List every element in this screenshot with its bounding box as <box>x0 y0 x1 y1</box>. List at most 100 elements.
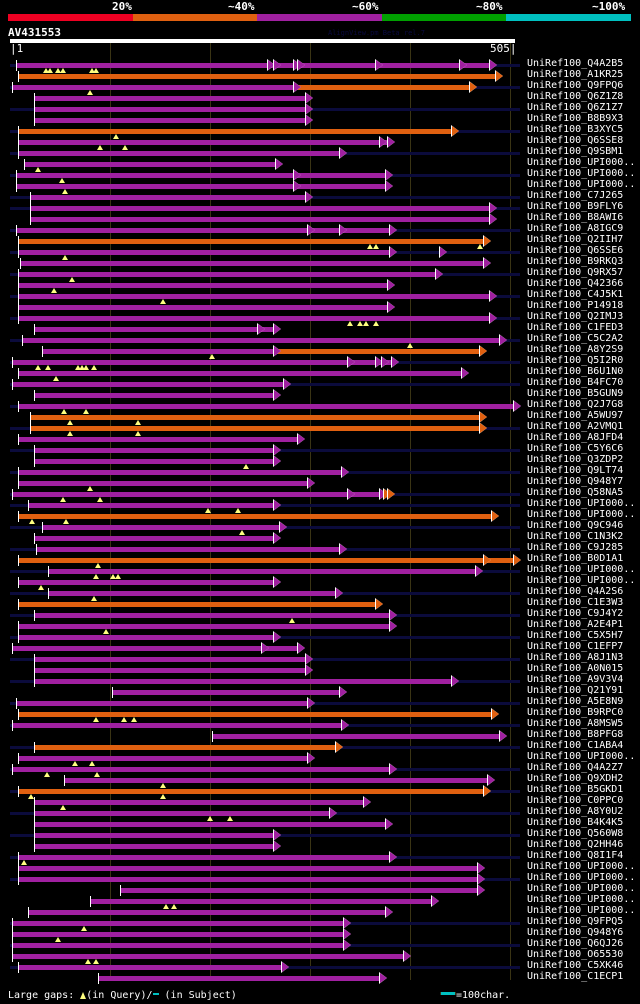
alignment-bar[interactable] <box>18 239 484 244</box>
alignment-bar[interactable] <box>12 921 344 926</box>
alignment-bar[interactable] <box>34 800 364 805</box>
alignment-bar[interactable] <box>18 756 308 761</box>
alignment-bar[interactable] <box>18 965 282 970</box>
hit-label[interactable]: UniRef100_A8IGC9 <box>527 223 624 234</box>
alignment-bar-segment[interactable] <box>298 85 470 90</box>
hit-label[interactable]: UniRef100_A8J1N3 <box>527 652 624 663</box>
hit-row[interactable]: UniRef100_C7J265 <box>0 190 640 203</box>
hit-row[interactable]: UniRef100_A9V3V4 <box>0 674 640 687</box>
alignment-bar[interactable] <box>18 514 492 519</box>
hit-row[interactable]: UniRef100_O65530 <box>0 949 640 964</box>
alignment-bar[interactable] <box>34 459 274 464</box>
hit-row[interactable]: UniRef100_A8IGC9 <box>0 223 640 236</box>
alignment-bar[interactable] <box>12 767 390 772</box>
hit-row[interactable]: UniRef100_B8PFG8 <box>0 729 640 742</box>
alignment-bar[interactable] <box>30 415 480 420</box>
alignment-bar[interactable] <box>34 448 274 453</box>
hit-label[interactable]: UniRef100_A2E4P1 <box>527 619 624 630</box>
hit-row[interactable]: UniRef100_Q2HH46 <box>0 839 640 852</box>
hit-row[interactable]: UniRef100_UPI000.. <box>0 861 640 874</box>
hit-label[interactable]: UniRef100_UPI000.. <box>527 905 636 916</box>
alignment-bar[interactable] <box>34 657 306 662</box>
alignment-bar[interactable] <box>18 151 340 156</box>
alignment-bar[interactable] <box>18 140 388 145</box>
hit-row[interactable]: UniRef100_C0PPC0 <box>0 795 640 810</box>
hit-row[interactable]: UniRef100_Q948Y6 <box>0 927 640 942</box>
hit-label[interactable]: UniRef100_Q21Y91 <box>527 685 624 696</box>
hit-label[interactable]: UniRef100_A1KR25 <box>527 69 624 80</box>
hit-label[interactable]: UniRef100_UPI000.. <box>527 883 636 894</box>
hit-label[interactable]: UniRef100_B9RPC0 <box>527 707 624 718</box>
hit-row[interactable]: UniRef100_A2VMQ1 <box>0 421 640 436</box>
hit-row[interactable]: UniRef100_UPI000.. <box>0 498 640 513</box>
hit-row[interactable]: UniRef100_A8Y0U2 <box>0 806 640 821</box>
alignment-bar[interactable] <box>18 470 342 475</box>
hit-label[interactable]: UniRef100_Q4A2B5 <box>527 58 624 69</box>
hit-label[interactable]: UniRef100_C1EFP7 <box>527 641 624 652</box>
hit-row[interactable]: UniRef100_B9RKQ3 <box>0 256 640 269</box>
alignment-bar[interactable] <box>12 954 404 959</box>
alignment-bar[interactable] <box>12 932 344 937</box>
alignment-bar[interactable] <box>18 305 388 310</box>
hit-label[interactable]: UniRef100_Q9RX57 <box>527 267 624 278</box>
hit-row[interactable]: UniRef100_Q2IMJ3 <box>0 311 640 326</box>
hit-label[interactable]: UniRef100_Q6Z1Z7 <box>527 102 624 113</box>
hit-row[interactable]: UniRef100_Q4A2Z7 <box>0 762 640 777</box>
hit-label[interactable]: UniRef100_Q9LT74 <box>527 465 624 476</box>
alignment-bar[interactable] <box>34 393 274 398</box>
alignment-bar[interactable] <box>12 492 388 497</box>
alignment-bar[interactable] <box>16 63 490 68</box>
alignment-bar[interactable] <box>34 822 386 827</box>
hit-label[interactable]: UniRef100_Q9FPQ6 <box>527 80 624 91</box>
alignment-bar[interactable] <box>36 547 340 552</box>
alignment-bar[interactable] <box>30 206 490 211</box>
alignment-bar[interactable] <box>34 536 274 541</box>
hit-row[interactable]: UniRef100_UPI000.. <box>0 905 640 918</box>
alignment-bar[interactable] <box>120 888 478 893</box>
hit-row[interactable]: UniRef100_A2E4P1 <box>0 619 640 634</box>
hit-row[interactable]: UniRef100_UPI000.. <box>0 179 640 194</box>
hit-row[interactable]: UniRef100_UPI000.. <box>0 894 640 909</box>
hit-label[interactable]: UniRef100_UPI000.. <box>527 168 636 179</box>
alignment-bar[interactable] <box>48 569 476 574</box>
hit-row[interactable]: UniRef100_C5XK46 <box>0 960 640 973</box>
hit-label[interactable]: UniRef100_A2VMQ1 <box>527 421 624 432</box>
hit-label[interactable]: UniRef100_Q560W8 <box>527 828 624 839</box>
hit-label[interactable]: UniRef100_UPI000.. <box>527 575 636 586</box>
alignment-bar[interactable] <box>34 833 274 838</box>
alignment-bar[interactable] <box>18 283 388 288</box>
alignment-bar[interactable] <box>34 96 306 101</box>
hit-row[interactable]: UniRef100_UPI000.. <box>0 509 640 524</box>
hit-label[interactable]: UniRef100_C5Y6C6 <box>527 443 624 454</box>
alignment-bar[interactable] <box>212 734 500 739</box>
hit-label[interactable]: UniRef100_Q6Z1Z8 <box>527 91 624 102</box>
alignment-bar[interactable] <box>42 349 480 354</box>
hit-label[interactable]: UniRef100_A8JFD4 <box>527 432 624 443</box>
hit-label[interactable]: UniRef100_Q2IMJ3 <box>527 311 624 322</box>
alignment-bar[interactable] <box>34 745 336 750</box>
hit-label[interactable]: UniRef100_C0PPC0 <box>527 795 624 806</box>
hit-label[interactable]: UniRef100_B4K4K5 <box>527 817 624 828</box>
hit-row[interactable]: UniRef100_B9RPC0 <box>0 707 640 722</box>
alignment-bar[interactable] <box>18 404 514 409</box>
hit-label[interactable]: UniRef100_Q5I2R0 <box>527 355 624 366</box>
hit-row[interactable]: UniRef100_C5Y6C6 <box>0 443 640 456</box>
hit-row[interactable]: UniRef100_Q948Y7 <box>0 476 640 491</box>
hit-label[interactable]: UniRef100_C1FED3 <box>527 322 624 333</box>
alignment-bar[interactable] <box>98 976 380 981</box>
hit-row[interactable]: UniRef100_Q9FPQ6 <box>0 80 640 95</box>
hit-row[interactable]: UniRef100_Q6Z1Z8 <box>0 91 640 104</box>
hit-label[interactable]: UniRef100_Q2J7G8 <box>527 399 624 410</box>
hit-row[interactable]: UniRef100_Q5I2R0 <box>0 355 640 370</box>
hit-label[interactable]: UniRef100_C9J4Y2 <box>527 608 624 619</box>
alignment-bar[interactable] <box>18 294 490 299</box>
alignment-bar[interactable] <box>28 910 386 915</box>
alignment-bar[interactable] <box>34 811 330 816</box>
hit-row[interactable]: UniRef100_C1ECP1 <box>0 971 640 984</box>
alignment-bar[interactable] <box>16 228 390 233</box>
alignment-bar[interactable] <box>18 855 390 860</box>
hit-label[interactable]: UniRef100_B6U1N0 <box>527 366 624 377</box>
alignment-bar[interactable] <box>12 943 344 948</box>
hit-row[interactable]: UniRef100_UPI000.. <box>0 168 640 183</box>
hit-row[interactable]: UniRef100_Q6SSE6 <box>0 245 640 260</box>
